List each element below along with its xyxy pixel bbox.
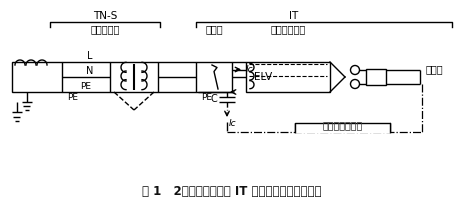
Text: 配电箱: 配电箱 [205,24,222,34]
Text: PE: PE [67,93,78,102]
Text: ELV: ELV [253,72,272,82]
Bar [245,62,329,92]
Text: PE: PE [80,82,91,91]
Text: C: C [210,94,217,105]
Text: L: L [87,51,93,61]
Text: 胸腔手术设备: 胸腔手术设备 [270,24,305,34]
Text: 图 1   2组医疗场所内的 IT 系统和局部等电位联结: 图 1 2组医疗场所内的 IT 系统和局部等电位联结 [142,185,321,198]
Text: IT: IT [288,11,297,21]
Bar [294,122,389,133]
Text: Ic: Ic [229,119,236,128]
Text: 手术刀: 手术刀 [425,64,443,75]
Text: 局部等电位联结: 局部等电位联结 [322,122,362,131]
Text: 局部等电位联结: 局部等电位联结 [322,122,362,131]
Bar [110,62,158,92]
Text: PE: PE [200,93,212,102]
Text: 隔离变压器: 隔离变压器 [90,24,119,34]
Text: N: N [86,66,94,76]
Bar [195,62,232,92]
Text: Ic: Ic [245,65,253,74]
Bar [12,62,62,92]
Text: TN-S: TN-S [93,11,117,21]
Bar [365,69,385,85]
